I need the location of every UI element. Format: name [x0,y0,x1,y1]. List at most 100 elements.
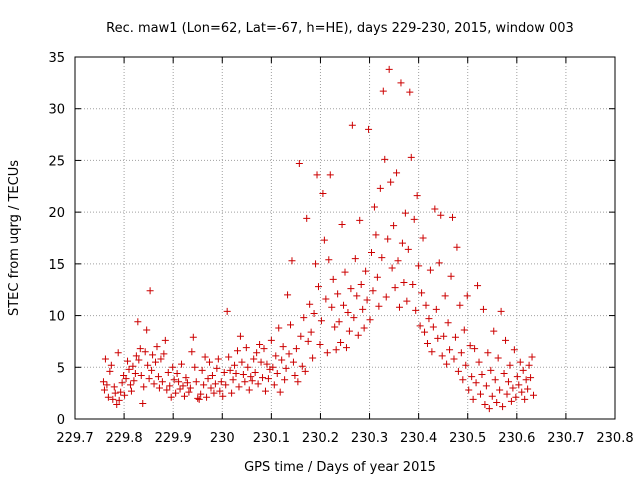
data-point [206,358,214,366]
data-point [421,328,429,336]
data-point [447,272,455,280]
data-point [384,235,392,243]
data-point [291,372,299,380]
data-point [282,364,290,372]
data-point [257,358,265,366]
data-point [503,390,511,398]
data-point [164,368,172,376]
data-point [468,373,476,381]
data-point [126,381,134,389]
data-point [513,373,521,381]
data-point [229,376,237,384]
data-point [242,344,250,352]
data-point [127,387,135,395]
data-point [320,236,328,244]
data-point [248,377,256,385]
data-point [418,289,426,297]
data-point [137,372,145,380]
data-point [131,369,139,377]
data-point [485,405,493,413]
data-point [496,386,504,394]
data-point [101,355,109,363]
data-point [121,391,129,399]
data-point [223,307,231,315]
data-point [449,213,457,221]
data-point [432,305,440,313]
data-point [313,171,321,179]
data-point [451,333,459,341]
data-point [197,390,205,398]
data-point [334,290,342,298]
data-point [463,292,471,300]
data-point [378,254,386,262]
x-axis-label: GPS time / Days of year 2015 [244,460,436,475]
data-point [236,332,244,340]
data-point [365,125,373,133]
data-point [493,398,501,406]
x-tick-label: 230.7 [547,431,584,446]
data-point [226,366,234,374]
data-point [263,360,271,368]
data-point [110,383,118,391]
data-point [456,301,464,309]
data-point [340,301,348,309]
data-point [317,317,325,325]
data-point [322,295,330,303]
data-point [372,231,380,239]
data-point [270,381,278,389]
data-point [446,346,454,354]
data-point [170,376,178,384]
data-point [398,239,406,247]
data-point [304,337,312,345]
data-point [394,257,402,265]
data-point [453,243,461,251]
data-point [393,169,401,177]
data-point [238,358,246,366]
data-point [494,354,502,362]
axis-ticks [74,56,616,420]
data-point [107,361,115,369]
data-point [141,348,149,356]
data-point [441,292,449,300]
data-point [143,326,151,334]
data-point [325,256,333,264]
data-points [99,65,538,413]
data-point [294,378,302,386]
data-point [100,386,108,394]
data-point [186,384,194,392]
data-point [307,328,315,336]
data-point [216,387,224,395]
data-point [139,399,147,407]
data-point [332,346,340,354]
data-point [254,380,262,388]
data-point [172,389,180,397]
data-point [323,349,331,357]
data-point [426,266,434,274]
data-point [287,321,295,329]
data-point [319,190,327,198]
data-point [438,352,446,360]
data-point [250,355,258,363]
data-point [376,184,384,192]
x-tick-label: 230.1 [253,431,290,446]
data-point [326,171,334,179]
data-point [519,366,527,374]
data-point [150,380,158,388]
data-point [434,334,442,342]
data-point [192,378,200,386]
plot-frame [74,56,616,420]
data-point [476,390,484,398]
y-tick-label: 10 [48,310,65,325]
data-point [387,178,395,186]
data-point [444,319,452,327]
data-point [148,366,156,374]
data-point [125,365,133,373]
data-point [220,368,228,376]
data-point [114,349,122,357]
data-point [288,257,296,265]
data-point [167,393,175,401]
data-point [347,285,355,293]
data-point [217,378,225,386]
data-point [267,336,275,344]
